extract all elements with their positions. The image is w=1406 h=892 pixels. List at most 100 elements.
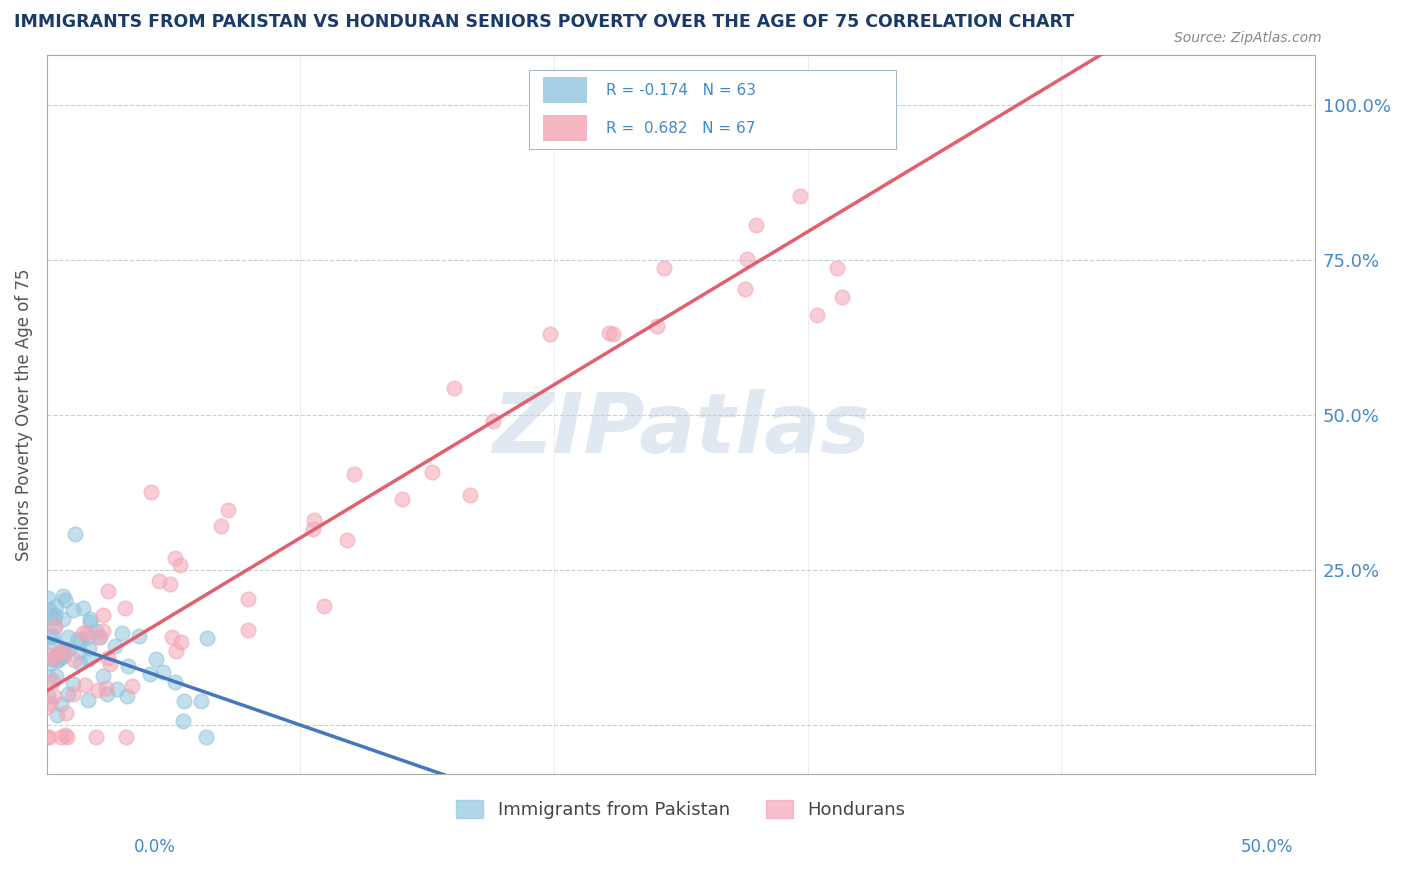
Point xyxy=(97,584,120,599)
Point xyxy=(76,625,98,640)
Point xyxy=(38,669,60,683)
Point xyxy=(69,656,91,670)
Point xyxy=(145,652,167,666)
Point xyxy=(52,642,75,657)
Point xyxy=(86,624,108,638)
Point xyxy=(63,527,86,541)
Point xyxy=(236,592,259,607)
Point xyxy=(163,550,186,565)
Point xyxy=(45,707,67,722)
Point xyxy=(598,326,620,340)
Point xyxy=(44,650,66,665)
Point xyxy=(128,629,150,643)
Point xyxy=(391,491,413,506)
Point xyxy=(236,623,259,637)
Point xyxy=(39,631,62,645)
Point xyxy=(195,730,218,744)
Point xyxy=(45,648,67,663)
Point xyxy=(44,608,66,623)
Point xyxy=(111,626,134,640)
Point xyxy=(98,657,121,671)
Point xyxy=(42,629,65,643)
Point xyxy=(39,656,62,670)
Point xyxy=(37,591,59,605)
Point xyxy=(789,189,811,203)
Point xyxy=(87,630,110,644)
Point xyxy=(49,730,72,744)
Point xyxy=(38,730,60,744)
Point xyxy=(96,681,118,696)
Point xyxy=(336,533,359,547)
Point xyxy=(44,638,66,652)
Point xyxy=(44,689,66,703)
Point xyxy=(55,706,77,720)
Point xyxy=(53,592,76,607)
Point xyxy=(117,659,139,673)
Point xyxy=(44,619,66,633)
Point xyxy=(56,730,79,744)
Point xyxy=(114,601,136,615)
Point xyxy=(72,600,94,615)
Point xyxy=(302,522,325,536)
Point xyxy=(39,648,62,663)
Point xyxy=(169,558,191,572)
Point xyxy=(104,639,127,653)
Point xyxy=(77,630,100,644)
Point xyxy=(58,642,80,657)
Point xyxy=(602,326,624,341)
Text: 0.0%: 0.0% xyxy=(134,838,176,855)
Point xyxy=(77,652,100,666)
Point xyxy=(825,260,848,275)
Point xyxy=(62,602,84,616)
Point xyxy=(56,630,79,644)
Point xyxy=(84,730,107,744)
Point xyxy=(53,644,76,658)
Point xyxy=(72,625,94,640)
Point xyxy=(482,414,505,428)
Point xyxy=(443,381,465,395)
Point xyxy=(45,669,67,683)
Point xyxy=(163,675,186,690)
Point xyxy=(69,633,91,648)
Point xyxy=(93,608,115,623)
Point xyxy=(52,589,75,603)
Point xyxy=(42,611,65,625)
Point xyxy=(173,694,195,708)
Point xyxy=(49,650,72,665)
Point xyxy=(806,308,828,322)
Point xyxy=(38,607,60,621)
Point xyxy=(162,630,184,644)
Point xyxy=(141,485,163,500)
Point xyxy=(304,512,326,526)
Y-axis label: Seniors Poverty Over the Age of 75: Seniors Poverty Over the Age of 75 xyxy=(15,268,32,561)
Point xyxy=(38,602,60,616)
Point xyxy=(37,700,59,714)
Point xyxy=(190,694,212,708)
Point xyxy=(209,519,232,533)
Point xyxy=(872,97,894,112)
Point xyxy=(44,618,66,632)
Point xyxy=(37,730,59,744)
Point xyxy=(93,624,115,639)
Point xyxy=(159,577,181,591)
Point xyxy=(75,677,97,691)
Point xyxy=(52,648,75,663)
Point xyxy=(96,687,118,701)
Point xyxy=(62,687,84,701)
Point xyxy=(87,682,110,697)
Point xyxy=(420,466,443,480)
Point xyxy=(51,697,73,711)
Point xyxy=(217,503,239,517)
Point xyxy=(62,677,84,691)
Point xyxy=(195,631,218,645)
Point xyxy=(735,252,758,267)
Point xyxy=(45,599,67,613)
Point xyxy=(138,667,160,681)
Point xyxy=(458,488,481,502)
Point xyxy=(53,728,76,742)
Point xyxy=(62,653,84,667)
Point xyxy=(37,689,59,703)
Point xyxy=(172,714,194,729)
Point xyxy=(652,260,675,275)
Point xyxy=(79,615,101,629)
